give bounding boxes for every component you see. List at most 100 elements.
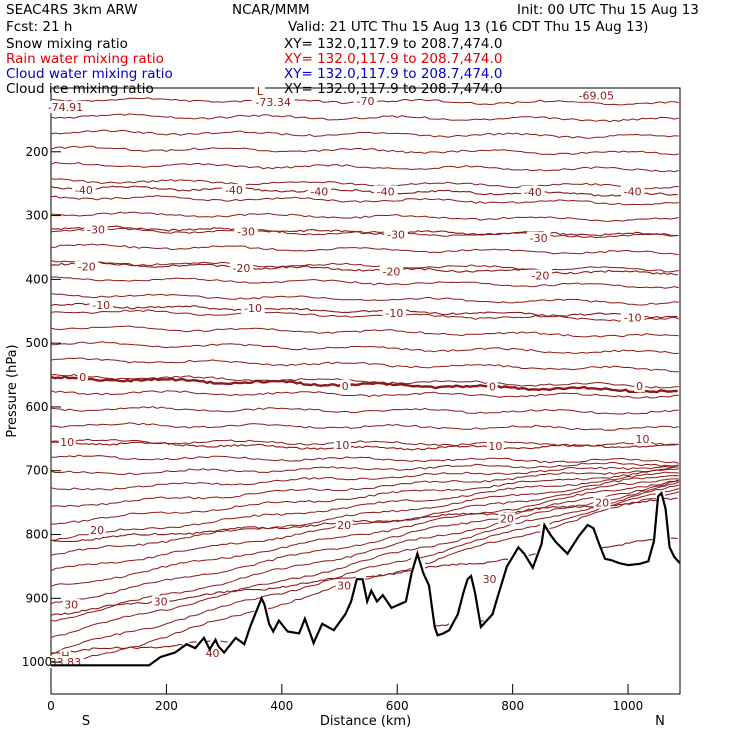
field-name-cloud-ice: Cloud ice mixing ratio	[6, 81, 154, 97]
field-xy-cloud-water: XY= 132.0,117.9 to 208.7,474.0	[284, 66, 503, 82]
contour-label-bg	[333, 439, 351, 452]
contour-label-bg	[521, 185, 545, 198]
y-tick-label: 1000	[22, 655, 53, 669]
contour-line	[50, 145, 679, 156]
x-tick-label: 1000	[613, 699, 644, 713]
contour-label: 20	[500, 513, 514, 526]
contour-label: -74.91	[48, 101, 83, 114]
y-tick-label: 200	[26, 145, 49, 159]
contour-line	[50, 276, 679, 289]
contour-level-20	[50, 497, 678, 543]
contour-line	[50, 468, 679, 525]
contour-label: -40	[310, 185, 328, 198]
field-xy-snow: XY= 132.0,117.9 to 208.7,474.0	[284, 36, 503, 52]
contour-line	[50, 481, 680, 622]
contour-label: 20	[90, 524, 104, 537]
contour-label-bg	[486, 439, 504, 452]
contour-label-bg	[335, 518, 353, 531]
x-tick-label: 200	[155, 699, 178, 713]
contour-label-bg	[229, 261, 254, 274]
contour-line	[50, 325, 679, 338]
contour-label: -30	[387, 229, 405, 242]
contour-label-bg	[481, 573, 499, 586]
contour-line	[50, 422, 679, 431]
contour-label-bg	[84, 223, 108, 236]
contour-label: -40	[225, 184, 243, 197]
contour-line	[50, 243, 679, 256]
contour-line	[50, 227, 679, 239]
contour-line	[50, 309, 679, 322]
contour-label-bg	[634, 379, 645, 392]
contour-label-bg	[620, 185, 645, 198]
contour-level--20	[50, 261, 678, 276]
contour-label: 40	[206, 647, 220, 660]
contour-label: 0	[342, 380, 349, 393]
y-tick-label: 500	[26, 336, 49, 350]
contour-line	[50, 466, 679, 508]
contour-label-bg	[254, 85, 266, 98]
contour-label-bg	[222, 184, 246, 197]
contour-label: -40	[624, 185, 642, 198]
y-axis-label: Pressure (hPa)	[5, 344, 20, 437]
contour-line	[50, 484, 679, 638]
y-tick-label: 300	[26, 209, 49, 223]
contour-line	[50, 461, 679, 475]
contour-level--10	[50, 302, 678, 319]
contour-label-bg	[574, 89, 618, 102]
contour-label-bg	[379, 265, 404, 278]
contour-label-bg	[251, 96, 295, 109]
contour-label-bg	[75, 260, 99, 273]
contour-line	[50, 406, 679, 415]
contour-label: 10	[488, 440, 502, 453]
terrain-line	[51, 491, 681, 667]
contour-label: -30	[237, 226, 255, 239]
x-tick-label: 600	[386, 699, 409, 713]
contour-label: 10	[635, 433, 649, 446]
contour-label-bg	[340, 379, 351, 392]
contour-label: -10	[244, 302, 262, 315]
contour-label: 30	[337, 580, 351, 593]
contour-line	[50, 475, 679, 556]
contour-label: 30	[483, 573, 497, 586]
contour-label: -20	[531, 270, 549, 283]
contour-label-bg	[234, 225, 258, 238]
contour-level--30	[50, 225, 678, 237]
contour-label-bg	[77, 370, 88, 383]
contour-line	[50, 471, 679, 542]
contour-label-bg	[62, 598, 80, 611]
init-time: Init: 00 UTC Thu 15 Aug 13	[517, 2, 699, 18]
valid-time: Valid: 21 UTC Thu 15 Aug 13 (16 CDT Thu …	[288, 19, 649, 35]
contour-line	[50, 454, 679, 464]
contour-label: -73.34	[255, 96, 290, 109]
field-xy-cloud-ice: XY= 132.0,117.9 to 208.7,474.0	[284, 81, 503, 97]
contour-label-bg	[633, 432, 651, 445]
contour-label-bg	[241, 302, 265, 315]
contour-line	[50, 478, 679, 572]
contour-label-bg	[335, 579, 353, 592]
field-xy-rain: XY= 132.0,117.9 to 208.7,474.0	[284, 51, 503, 67]
contour-label-bg	[498, 512, 516, 525]
org-label: NCAR/MMM	[232, 2, 310, 18]
contour-label: 30	[64, 599, 78, 612]
forecast-hour: Fcst: 21 h	[6, 19, 73, 35]
contour-label: -20	[78, 261, 96, 274]
contour-label: 20	[337, 519, 351, 532]
contour-label-bg	[373, 185, 398, 198]
contour-level-10	[50, 440, 678, 451]
contour-label: 0	[636, 380, 643, 393]
field-name-cloud-water: Cloud water mixing ratio	[6, 66, 173, 82]
contour-label: L	[257, 85, 264, 98]
contour-label: -40	[75, 184, 93, 197]
contour-label: 10	[60, 436, 74, 449]
contour-label: -40	[524, 186, 542, 199]
contour-label-bg	[204, 647, 222, 660]
contour-label-bg	[60, 649, 71, 662]
contour-label-bg	[528, 269, 553, 282]
y-tick-label: 600	[26, 400, 49, 414]
contour-label-bg	[384, 228, 408, 241]
y-tick-label: 400	[26, 272, 49, 286]
contour-label-bg	[88, 524, 106, 537]
contour-label: -20	[382, 266, 400, 279]
contour-label: -10	[92, 299, 110, 312]
contour-label: 0	[79, 371, 86, 384]
